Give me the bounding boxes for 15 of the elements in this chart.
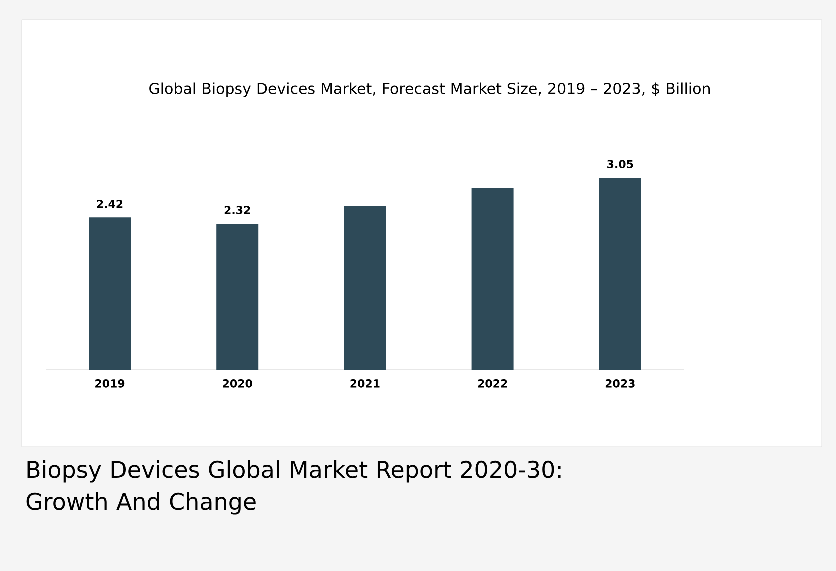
- bar: [89, 218, 131, 370]
- x-tick-label: 2022: [478, 380, 508, 388]
- data-label: 3.05: [608, 160, 634, 168]
- text: Biopsy Devices Global Market Report 2020-30: Growth And Change: [26, 460, 561, 515]
- x-tick-label: 2023: [606, 380, 635, 388]
- chart-title: Global Biopsy Devices Market, Forecast Market Size, 2019 – 2023, $ Billion: [150, 82, 710, 98]
- bar: [599, 178, 642, 370]
- bar: [472, 188, 514, 370]
- x-tick-label: 2019: [96, 380, 125, 388]
- x-tick-label: 2020: [223, 380, 252, 388]
- data-label: 2.32: [224, 206, 250, 214]
- bar: [344, 206, 386, 370]
- data-label: 2.42: [97, 200, 123, 208]
- x-tick-label: 2021: [350, 380, 380, 388]
- bar: [216, 224, 259, 370]
